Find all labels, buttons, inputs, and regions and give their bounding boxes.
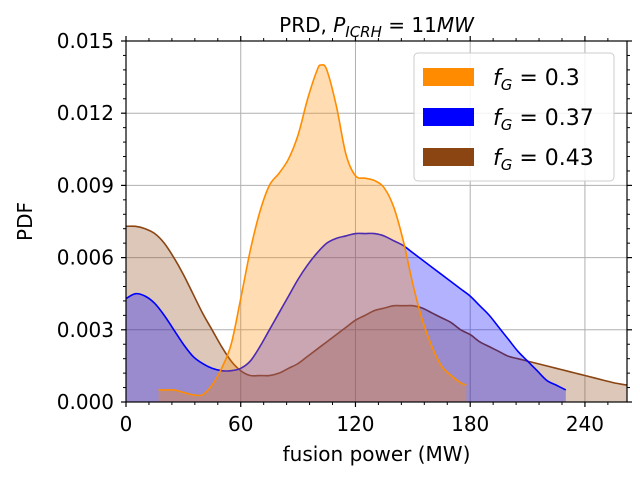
series-line (158, 63, 467, 397)
series-areas (125, 63, 628, 402)
series-area-fill (158, 64, 467, 402)
title-subscript: ICRH (345, 23, 382, 41)
y-axis-label: PDF (13, 202, 37, 241)
series-line (125, 225, 628, 386)
legend-var: f (493, 66, 504, 91)
legend-subscript: G (501, 116, 513, 134)
legend-var: f (493, 146, 504, 171)
legend-value: = 0.37 (512, 106, 593, 131)
title-prefix: PRD, (279, 13, 333, 37)
series-0 (125, 225, 628, 402)
legend-value: = 0.43 (512, 146, 593, 171)
legend-swatch (423, 148, 474, 166)
chart-title: PRD, PICRH = 11MW (279, 13, 475, 41)
x-tick-label: 240 (566, 412, 604, 436)
series-line (125, 232, 567, 391)
title-unit: MW (437, 13, 475, 37)
x-tick-label: 120 (336, 412, 374, 436)
title-var: P (333, 13, 346, 37)
y-tick-label: 0.000 (57, 390, 114, 414)
x-tick-label: 60 (228, 412, 253, 436)
legend-swatch (423, 108, 474, 126)
legend-subscript: G (501, 156, 513, 174)
legend-label: fG = 0.37 (493, 106, 594, 134)
legend-label: fG = 0.43 (493, 146, 594, 174)
series-area-fill (126, 226, 627, 402)
x-tick-label: 0 (120, 412, 133, 436)
y-tick-label: 0.012 (57, 101, 114, 125)
plot-frame (125, 40, 628, 403)
major-ticks: 0 60 120 180 240 0.000 0.003 0.006 0.009 0.012 0.0… (57, 29, 632, 436)
title-rest: = 11 (382, 13, 437, 37)
series-area-fill (126, 233, 566, 402)
legend-label: fG = 0.3 (493, 66, 580, 94)
y-tick-label: 0.006 (57, 246, 114, 270)
legend-value: = 0.3 (512, 66, 579, 91)
series-2 (158, 63, 467, 402)
y-tick-label: 0.009 (57, 173, 114, 197)
legend-item: fG = 0.43 (423, 146, 594, 174)
legend-item: fG = 0.3 (423, 66, 580, 94)
legend-var: f (493, 106, 504, 131)
series-1 (125, 232, 567, 402)
x-axis-label: fusion power (MW) (283, 442, 471, 466)
legend-swatch (423, 68, 474, 86)
legend-item: fG = 0.37 (423, 106, 594, 134)
y-tick-label: 0.003 (57, 318, 114, 342)
legend-subscript: G (501, 76, 513, 94)
y-tick-label: 0.015 (57, 29, 114, 53)
x-tick-label: 180 (451, 412, 489, 436)
